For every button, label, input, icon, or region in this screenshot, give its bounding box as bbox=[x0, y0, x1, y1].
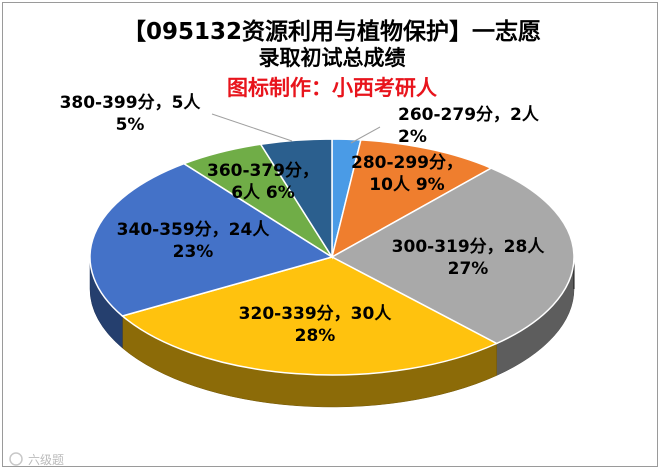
data-label-380-399分: 380-399分，5人 5% bbox=[60, 93, 202, 135]
watermark-text: 六级题 bbox=[28, 453, 64, 467]
leader-lines bbox=[211, 113, 381, 144]
slice-380-399分 bbox=[259, 138, 333, 260]
pie-slices bbox=[89, 138, 575, 376]
watermark: 六级题 bbox=[9, 452, 64, 467]
leader-line-380-399分 bbox=[211, 113, 293, 142]
chart-title: 【095132资源利用与植物保护】一志愿 bbox=[122, 19, 542, 45]
data-label-340-359分: 340-359分，24人 23% bbox=[117, 220, 271, 262]
data-label-300-319分: 300-319分，28人 27% bbox=[392, 237, 546, 279]
data-label-260-279分: 260-279分，2人 2% bbox=[398, 105, 540, 147]
data-label-320-339分: 320-339分，30人 28% bbox=[239, 304, 393, 346]
data-label-280-299分: 280-299分， 10人 9% bbox=[351, 153, 463, 195]
leader-line-260-279分 bbox=[350, 126, 381, 144]
chart-subtitle: 录取初试总成绩 bbox=[258, 46, 406, 70]
slice-340-359分 bbox=[89, 162, 334, 317]
slice-280-299分 bbox=[330, 139, 493, 259]
slice-320-339分 bbox=[120, 256, 499, 376]
data-label-360-379分: 360-379分， 6人 6% bbox=[207, 161, 319, 203]
slice-300-319分 bbox=[330, 167, 575, 345]
data-labels: 260-279分，2人 2% 280-299分， 10人 9% 300-319分，28人… bbox=[60, 93, 546, 346]
chart-credit: 图标制作：小西考研人 bbox=[227, 76, 437, 100]
